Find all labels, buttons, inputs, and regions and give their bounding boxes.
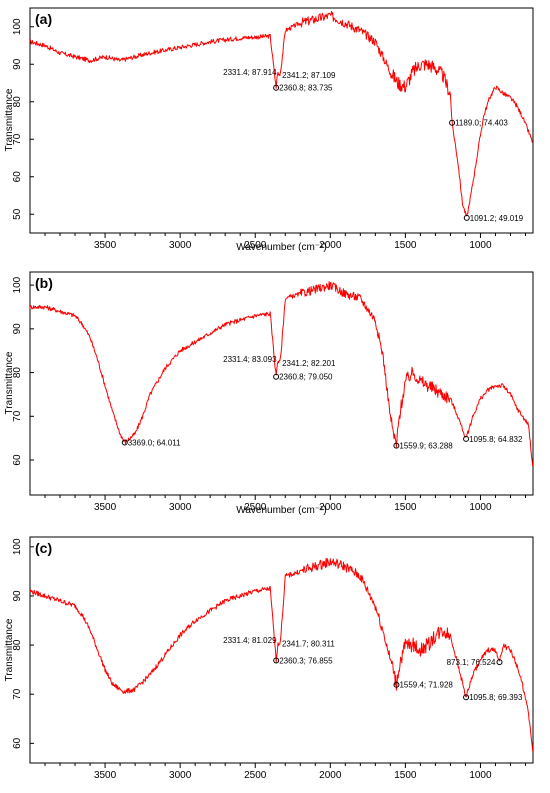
y-tick-label: 90: [12, 323, 23, 335]
y-tick-label: 60: [12, 454, 23, 466]
plot-frame: [29, 7, 534, 234]
peak-marker: [449, 119, 456, 126]
x-tick-label: 3500: [94, 240, 117, 251]
peak-label: 3369.0; 64.011: [128, 438, 181, 447]
chart-panel-2: (b) 60 70 80 90 100 3500 3000 2500 2000 1500 1000 Wa…: [4, 271, 534, 516]
peak-label: 2331.4; 87.914: [223, 68, 277, 77]
peak-marker: [463, 214, 470, 221]
peak-label: 2360.8; 79.050: [279, 373, 333, 382]
x-tick-label: 2000: [319, 502, 342, 513]
x-tick-label: 2000: [319, 240, 342, 251]
peak-marker: [121, 439, 128, 446]
y-tick-label: 80: [12, 639, 23, 651]
chart-panel-3: (c) 60 70 80 90 100 3500 3000 2500 2000 1500 1000 Tr…: [4, 536, 534, 781]
peak-marker: [273, 657, 280, 664]
x-tick-label: 3000: [169, 502, 192, 513]
chart-panel-1: (a) 50 60 70 80 90 100 3500 3000 2500 2000 1500 1000…: [4, 7, 534, 253]
y-axis-title: Transmittance: [4, 88, 15, 151]
y-tick-label: 100: [12, 276, 23, 293]
y-tick-label: 70: [12, 410, 23, 422]
peak-label: 2360.8; 83.735: [279, 84, 333, 93]
x-axis-title: Wavenumber (cm⁻¹): [236, 242, 326, 253]
y-tick-label: 100: [12, 18, 23, 35]
peak-marker: [273, 84, 280, 91]
peak-marker: [463, 435, 470, 442]
x-tick-label: 1500: [394, 770, 417, 781]
peak-marker: [463, 694, 470, 701]
peak-marker: [393, 442, 400, 449]
plot-frame: [29, 536, 534, 764]
peak-label: 1095.8; 64.832: [469, 435, 523, 444]
panel-label: (c): [35, 540, 52, 556]
peak-label: 873.1; 76.524: [447, 658, 496, 667]
peak-label: 1559.4; 71.928: [399, 681, 453, 690]
panel-label: (b): [35, 275, 53, 291]
peak-label: 2331.4; 83.093: [223, 355, 277, 364]
y-tick-label: 100: [12, 538, 23, 555]
peak-marker: [273, 373, 280, 380]
x-tick-label: 1000: [469, 240, 492, 251]
peak-label: 2341.2; 87.109: [282, 71, 336, 80]
panel-label: (a): [35, 11, 52, 27]
y-tick-label: 60: [12, 737, 23, 749]
x-tick-label: 1000: [469, 502, 492, 513]
spectrum-line: [29, 557, 534, 752]
peak-label: 1189.0; 74.403: [455, 119, 508, 128]
y-tick-label: 90: [12, 58, 23, 70]
x-tick-label: 1000: [469, 770, 492, 781]
y-tick-label: 70: [12, 133, 23, 145]
y-tick-label: 70: [12, 688, 23, 700]
y-tick-label: 80: [12, 96, 23, 108]
x-tick-label: 3500: [94, 770, 117, 781]
x-tick-label: 3000: [169, 240, 192, 251]
x-tick-label: 3500: [94, 502, 117, 513]
peak-label: 1559.9; 63.288: [399, 442, 453, 451]
spectrum-line: [29, 281, 534, 467]
peak-label: 2341.2; 82.201: [282, 359, 336, 368]
x-tick-label: 2000: [319, 770, 342, 781]
spectrum-line: [30, 11, 533, 217]
y-axis-title: Transmittance: [4, 618, 15, 681]
peak-label: 1091.2; 49.019: [470, 214, 524, 223]
plot-frame: [29, 271, 534, 496]
y-axis-title: Transmittance: [4, 351, 15, 414]
x-tick-label: 3000: [169, 770, 192, 781]
peak-label: 2341.7; 80.311: [282, 640, 335, 649]
x-axis-title: Wavenumber (cm⁻¹): [236, 505, 326, 516]
x-tick-label: 1500: [394, 240, 417, 251]
x-tick-label: 2500: [244, 240, 267, 251]
peak-marker: [393, 681, 400, 688]
peak-label: 2331.4; 81.029: [223, 636, 277, 645]
peak-label: 2360.3; 76.855: [279, 657, 333, 666]
x-tick-label: 2500: [244, 770, 267, 781]
y-tick-label: 60: [12, 171, 23, 183]
x-tick-label: 2500: [244, 502, 267, 513]
peak-marker: [496, 659, 503, 666]
y-tick-label: 90: [12, 590, 23, 602]
peak-label: 1095.8; 69.393: [469, 693, 523, 702]
y-tick-label: 50: [12, 208, 23, 220]
y-tick-label: 80: [12, 367, 23, 379]
x-tick-label: 1500: [394, 502, 417, 513]
